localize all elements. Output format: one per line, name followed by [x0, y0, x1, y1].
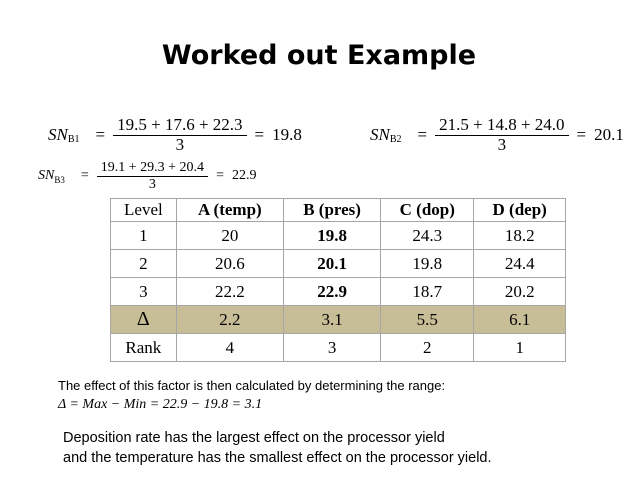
header-level: Level	[110, 198, 177, 222]
eq-result: 20.1	[594, 124, 624, 144]
table-cell: 22.2	[175, 277, 284, 306]
table-cell: 20.2	[473, 277, 566, 306]
table-cell: 2	[110, 249, 177, 278]
table-cell: 20.1	[282, 249, 382, 278]
eq-numerator: 21.5 + 14.8 + 24.0	[435, 115, 569, 136]
table-cell: 3	[282, 333, 382, 362]
equals-sign: =	[254, 124, 265, 144]
eq-denominator: 3	[148, 177, 156, 192]
table-cell: 2.2	[175, 305, 284, 334]
equation-sn-b1: SN B1 = 19.5 + 17.6 + 22.3 3 = 19.8	[48, 115, 302, 155]
table-cell: 24.3	[380, 221, 475, 250]
eq-result: 19.8	[272, 124, 302, 144]
table-cell: 1	[110, 221, 177, 250]
eq-subscript: B2	[389, 134, 402, 146]
slide-title: Worked out Example	[161, 40, 477, 71]
eq-fraction: 21.5 + 14.8 + 24.0 3	[435, 115, 569, 155]
table-cell: 20	[175, 221, 284, 250]
eq-numerator: 19.1 + 29.3 + 20.4	[96, 160, 209, 177]
eq-lhs: SN	[370, 124, 390, 144]
equation-sn-b2: SN B2 = 21.5 + 14.8 + 24.0 3 = 20.1	[370, 115, 624, 155]
eq-denominator: 3	[497, 135, 507, 154]
table-cell: 6.1	[473, 305, 566, 334]
table-cell: 18.2	[473, 221, 566, 250]
conclusion-text: Deposition rate has the largest effect o…	[63, 428, 492, 468]
eq-subscript: B1	[67, 134, 80, 146]
delta-row: Δ 2.2 3.1 5.5 6.1	[110, 305, 566, 334]
table-cell: Rank	[110, 333, 177, 362]
range-note: The effect of this factor is then calcul…	[58, 378, 446, 393]
eq-fraction: 19.5 + 17.6 + 22.3 3	[113, 115, 247, 155]
conclusion-line-2: and the temperature has the smallest eff…	[63, 450, 492, 466]
table-cell: 3.1	[282, 305, 382, 334]
eq-result: 22.9	[231, 168, 257, 184]
header-c-dop: C (dop)	[380, 198, 475, 222]
conclusion-line-1: Deposition rate has the largest effect o…	[63, 430, 445, 446]
table-cell: 18.7	[380, 277, 475, 306]
table-row: 2 20.6 20.1 19.8 24.4	[110, 249, 566, 278]
table-cell: 19.8	[282, 221, 382, 250]
eq-numerator: 19.5 + 17.6 + 22.3	[113, 115, 247, 136]
rank-row: Rank 4 3 2 1	[110, 333, 566, 362]
header-a-temp: A (temp)	[175, 198, 284, 222]
table-header-row: Level A (temp) B (pres) C (dop) D (dep)	[110, 198, 566, 222]
equals-sign: =	[417, 124, 428, 144]
header-d-dep: D (dep)	[473, 198, 566, 222]
table-row: 1 20 19.8 24.3 18.2	[110, 221, 566, 250]
table-cell: 4	[175, 333, 284, 362]
equals-sign: =	[95, 124, 106, 144]
eq-fraction: 19.1 + 29.3 + 20.4 3	[96, 160, 209, 192]
table-cell: 24.4	[473, 249, 566, 278]
header-b-pres: B (pres)	[282, 198, 382, 222]
table-cell: 2	[380, 333, 475, 362]
table-cell: 5.5	[380, 305, 475, 334]
equals-sign: =	[216, 168, 224, 184]
table-cell: 22.9	[282, 277, 382, 306]
eq-lhs: SN	[48, 124, 68, 144]
range-equation: Δ = Max − Min = 22.9 − 19.8 = 3.1	[58, 397, 263, 412]
eq-lhs: SN	[38, 168, 55, 184]
results-table: Level A (temp) B (pres) C (dop) D (dep) …	[110, 198, 566, 362]
table-cell: 3	[110, 277, 177, 306]
table-cell: 20.6	[175, 249, 284, 278]
eq-denominator: 3	[175, 135, 185, 154]
equals-sign: =	[80, 168, 89, 184]
table-row: 3 22.2 22.9 18.7 20.2	[110, 277, 566, 306]
table-cell: 19.8	[380, 249, 475, 278]
table-cell: 1	[473, 333, 566, 362]
delta-symbol: Δ	[110, 305, 177, 334]
eq-subscript: B3	[54, 175, 65, 186]
equals-sign: =	[576, 124, 587, 144]
equation-sn-b3: SN B3 = 19.1 + 29.3 + 20.4 3 = 22.9	[38, 160, 256, 192]
